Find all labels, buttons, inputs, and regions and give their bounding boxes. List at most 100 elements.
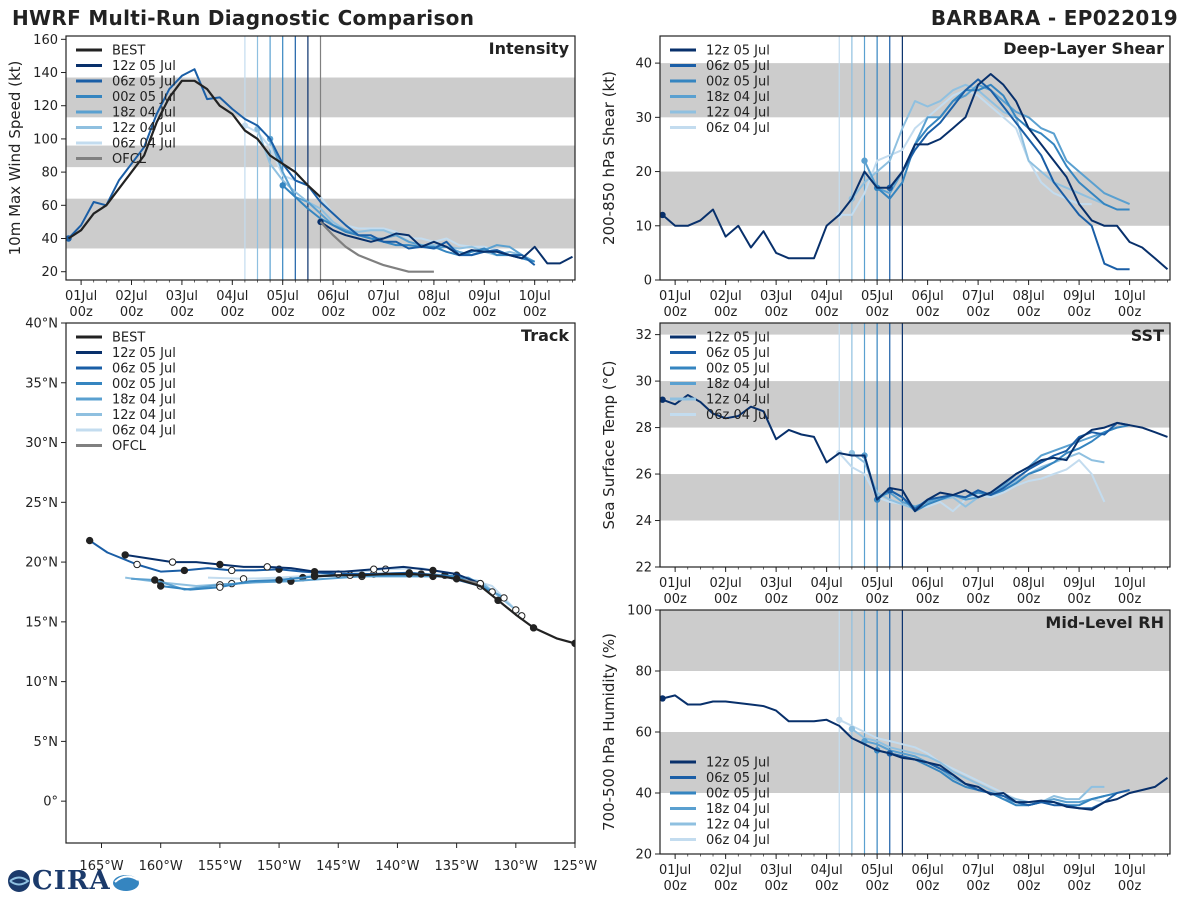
track-point	[452, 575, 461, 583]
series-12z-05-jul	[662, 694, 1169, 811]
x-tick-label: 00z	[764, 879, 788, 894]
x-tick-label: 140°W	[375, 859, 419, 874]
globe-icon	[8, 870, 30, 892]
y-tick-label: 40	[635, 57, 652, 72]
x-tick-label: 165°W	[79, 859, 123, 874]
legend-label: OFCL	[112, 439, 147, 454]
x-tick-label: 00z	[916, 592, 940, 607]
x-tick-label: 00z	[815, 879, 839, 894]
x-tick-label: 00z	[714, 305, 738, 320]
rh-plot-area	[660, 610, 1170, 854]
track-point	[310, 572, 319, 581]
legend-label: OFCL	[112, 152, 147, 167]
track-plot-area	[85, 536, 575, 648]
x-tick-label: 05Jul	[861, 863, 893, 878]
shear-title: Deep-Layer Shear	[1003, 39, 1164, 58]
x-tick-label: 155°W	[198, 859, 242, 874]
band	[660, 63, 1170, 118]
track-point	[180, 566, 189, 575]
track-point	[529, 624, 538, 632]
x-tick-label: 03Jul	[166, 289, 198, 304]
x-tick-label: 01Jul	[659, 289, 691, 304]
legend-label: 06z 04 Jul	[706, 408, 770, 423]
x-tick-label: 04Jul	[216, 289, 248, 304]
legend-label: 06z 04 Jul	[706, 833, 770, 848]
series-12z-05-jul	[319, 221, 573, 265]
legend-label: 12z 05 Jul	[112, 59, 176, 74]
sst-title: SST	[1131, 326, 1164, 345]
rh-panel: 2040608010001Jul00z02Jul00z03Jul00z04Jul…	[600, 604, 1171, 894]
series-06z-04-jul	[838, 452, 1106, 513]
track-point	[216, 583, 224, 591]
x-tick-label: 00z	[663, 879, 687, 894]
y-tick-label: 10°N	[25, 675, 58, 690]
logo-text: CIRA	[32, 866, 111, 896]
track-point	[494, 596, 502, 605]
shear-y-axis-label: 200-850 hPa Shear (kt)	[600, 71, 618, 245]
page-title: HWRF Multi-Run Diagnostic Comparison	[12, 6, 475, 30]
x-tick-label: 08Jul	[1012, 289, 1044, 304]
band	[660, 323, 1170, 335]
legend-label: BEST	[112, 44, 145, 59]
shear-panel: 01020304001Jul00z02Jul00z03Jul00z04Jul00…	[600, 35, 1171, 320]
legend-label: 06z 04 Jul	[112, 424, 176, 439]
x-tick-label: 10Jul	[519, 289, 551, 304]
x-tick-label: 07Jul	[962, 289, 994, 304]
x-tick-label: 00z	[1067, 305, 1091, 320]
init-point	[279, 182, 286, 189]
track-point	[228, 566, 236, 575]
y-tick-label: 20	[635, 165, 652, 180]
x-tick-label: 00z	[865, 305, 889, 320]
series-06z-04-jul	[244, 124, 510, 257]
x-tick-label: 150°W	[257, 859, 301, 874]
y-tick-label: 35°N	[25, 376, 58, 391]
swirl-icon	[112, 875, 139, 891]
y-tick-label: 160	[33, 33, 58, 48]
track-panel: 0° 5°N 10°N 15°N 20°N 25°N 30°N 35°N 40°N 165°W 16…	[25, 317, 597, 875]
x-tick-label: 07Jul	[962, 576, 994, 591]
x-tick-label: 02Jul	[115, 289, 147, 304]
series-00z-05-jul	[876, 424, 1130, 513]
series-12z-05-jul	[125, 553, 481, 585]
y-tick-label: 15°N	[25, 615, 58, 630]
track-point	[405, 570, 413, 578]
x-tick-label: 00z	[321, 305, 345, 320]
y-tick-label: 10	[635, 219, 652, 234]
x-tick-label: 06Jul	[912, 863, 944, 878]
x-tick-label: 00z	[120, 305, 144, 320]
x-tick-label: 08Jul	[418, 289, 450, 304]
y-tick-label: 80	[635, 665, 652, 680]
x-tick-label: 00z	[714, 592, 738, 607]
legend-label: 06z 05 Jul	[112, 75, 176, 90]
rh-y-axis-label: 700-500 hPa Humidity (%)	[600, 633, 618, 831]
legend-label: 12z 05 Jul	[706, 756, 770, 771]
series-12z-04-jul	[851, 728, 1105, 804]
band	[660, 610, 1170, 671]
legend-label: 12z 04 Jul	[706, 106, 770, 121]
intensity-panel: 2040608010012014016001Jul00z02Jul00z03Ju…	[6, 33, 576, 320]
series-18z-04-jul	[269, 138, 536, 263]
x-tick-label: 00z	[916, 305, 940, 320]
series-06z-05-jul	[889, 78, 1130, 271]
init-point	[660, 695, 666, 702]
y-tick-label: 24	[635, 514, 652, 529]
y-tick-label: 80	[41, 166, 58, 181]
x-tick-label: 09Jul	[468, 289, 500, 304]
x-tick-label: 00z	[865, 879, 889, 894]
intensity-y-axis-label: 10m Max Wind Speed (kt)	[6, 61, 24, 256]
x-tick-label: 04Jul	[811, 289, 843, 304]
x-tick-label: 00z	[1067, 592, 1091, 607]
legend-label: 12z 05 Jul	[706, 44, 770, 59]
y-tick-label: 40	[635, 787, 652, 802]
track-point	[85, 536, 94, 545]
legend-label: 18z 04 Jul	[706, 802, 770, 817]
shear-plot-area	[660, 36, 1170, 280]
series-18z-04-jul	[131, 575, 505, 599]
y-tick-label: 60	[635, 726, 652, 741]
x-tick-label: 00z	[966, 879, 990, 894]
x-tick-label: 02Jul	[710, 863, 742, 878]
series-best	[67, 79, 322, 240]
init-point	[660, 211, 666, 219]
x-tick-label: 09Jul	[1063, 863, 1095, 878]
